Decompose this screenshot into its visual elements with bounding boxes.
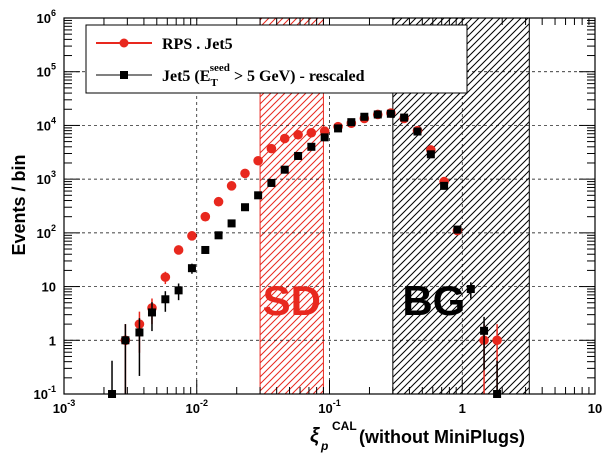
data-point <box>201 245 210 254</box>
data-point <box>480 326 489 335</box>
y-tick-label: 104 <box>37 115 56 133</box>
x-axis-title-text: (without MiniPlugs) <box>359 427 525 447</box>
x-tick-label: 10-1 <box>318 398 340 416</box>
data-point <box>241 203 250 212</box>
data-point <box>492 335 502 346</box>
data-point <box>213 196 224 207</box>
data-point <box>200 211 211 222</box>
legend-label-jet5: Jet5 (ETseed > 5 GeV) - rescaled <box>162 62 365 89</box>
data-point <box>279 133 290 144</box>
data-point <box>294 151 303 160</box>
data-point <box>160 272 171 282</box>
data-point <box>413 127 422 136</box>
x-tick-label: 1 <box>459 401 466 416</box>
data-point <box>400 113 409 122</box>
data-point <box>440 181 449 190</box>
y-tick-label: 1 <box>49 333 56 348</box>
data-point <box>240 168 250 179</box>
data-point <box>347 118 356 127</box>
data-point <box>187 231 197 241</box>
legend-marker-rps <box>119 38 129 48</box>
region-label-sd: SD <box>263 277 321 324</box>
data-point <box>147 308 156 317</box>
data-point <box>267 178 276 187</box>
region-labels: SD BG <box>263 277 466 324</box>
data-point <box>161 295 170 304</box>
x-axis-title-subscript: p <box>320 439 328 453</box>
data-point <box>226 181 237 191</box>
x-tick-label: 10 <box>588 401 602 416</box>
x-axis-title-symbol: ξ <box>310 425 320 447</box>
x-tick-label: 10-2 <box>186 398 208 416</box>
data-point <box>280 165 289 174</box>
y-tick-label: 10-1 <box>34 384 56 402</box>
data-point <box>173 245 184 255</box>
legend-box <box>85 24 468 94</box>
x-tick-label: 10-3 <box>53 398 75 416</box>
x-axis-title-superscript: CAL <box>332 419 357 433</box>
data-point <box>214 231 223 240</box>
data-point <box>334 124 343 133</box>
legend-marker-jet5 <box>120 71 128 79</box>
y-tick-label: 102 <box>37 223 56 241</box>
data-point <box>466 285 475 294</box>
y-tick-label: 106 <box>37 8 56 26</box>
x-axis-title: ξ p CAL (without MiniPlugs) <box>310 419 525 453</box>
y-tick-label: 105 <box>37 62 56 80</box>
data-point <box>293 129 303 140</box>
y-tick-label: 103 <box>37 169 56 187</box>
data-point <box>386 109 395 118</box>
data-point <box>187 264 196 273</box>
data-point <box>373 110 382 119</box>
data-point <box>453 225 462 234</box>
tick-labels: 10-3 10-2 10-1 1 10 10-1 1 10 102 103 104 105 106 <box>34 8 603 416</box>
data-point <box>266 143 277 154</box>
y-axis-title: Events / bin <box>9 154 29 255</box>
data-point <box>426 150 435 159</box>
data-point <box>227 219 236 228</box>
legend: RPS . Jet5 Jet5 (ETseed > 5 GeV) - resca… <box>85 24 468 94</box>
data-point <box>306 127 317 138</box>
legend-label-rps: RPS . Jet5 <box>162 36 233 53</box>
data-point <box>174 286 183 295</box>
data-point <box>254 191 263 200</box>
data-point <box>121 336 130 345</box>
data-point <box>135 328 144 337</box>
data-point <box>360 112 369 121</box>
data-point <box>307 142 316 151</box>
y-tick-label: 10 <box>42 280 56 295</box>
region-label-bg: BG <box>402 277 465 324</box>
data-point <box>320 133 329 142</box>
data-point <box>253 155 263 166</box>
